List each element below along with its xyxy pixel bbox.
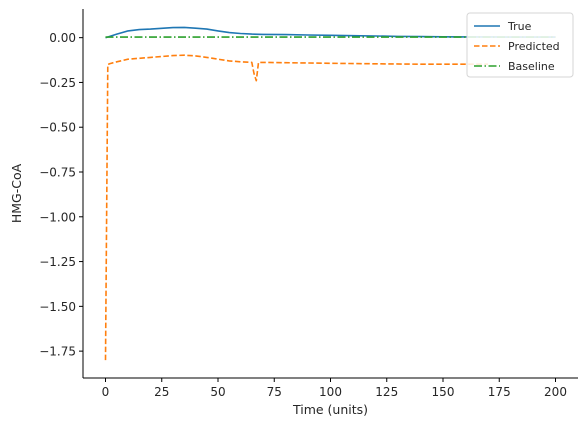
y-tick-label: −0.50 <box>39 121 76 135</box>
x-tick-label: 125 <box>375 385 398 399</box>
x-ticks: 0 25 50 75 100 125 150 175 200 <box>102 378 567 399</box>
x-tick-label: 25 <box>154 385 169 399</box>
series-line-predicted <box>104 54 488 361</box>
y-tick-label: −1.00 <box>39 210 76 224</box>
x-tick-label: 175 <box>488 385 511 399</box>
x-tick-label: 50 <box>210 385 225 399</box>
y-tick-label: −1.75 <box>39 345 76 359</box>
y-tick-label: −1.25 <box>39 255 76 269</box>
legend-label-baseline: Baseline <box>508 60 555 73</box>
legend-box <box>466 12 574 78</box>
y-tick-label: −0.75 <box>39 166 76 180</box>
plot-lines <box>104 26 556 361</box>
legend-label-predicted: Predicted <box>508 40 560 53</box>
y-axis-label: HMG-CoA <box>9 163 24 223</box>
x-axis-label: Time (units) <box>292 402 368 417</box>
y-tick-label: −1.50 <box>39 300 76 314</box>
legend: True Predicted Baseline <box>466 12 574 78</box>
x-tick-label: 100 <box>319 385 342 399</box>
x-tick-label: 200 <box>544 385 567 399</box>
legend-label-true: True <box>507 20 532 33</box>
y-tick-label: −0.25 <box>39 76 76 90</box>
x-tick-label: 0 <box>102 385 110 399</box>
y-ticks: 0.00 −0.25 −0.50 −0.75 −1.00 −1.25 −1.50 −1.75 <box>39 31 83 359</box>
y-tick-label: 0.00 <box>49 31 76 45</box>
x-tick-label: 75 <box>267 385 282 399</box>
x-tick-label: 150 <box>432 385 455 399</box>
